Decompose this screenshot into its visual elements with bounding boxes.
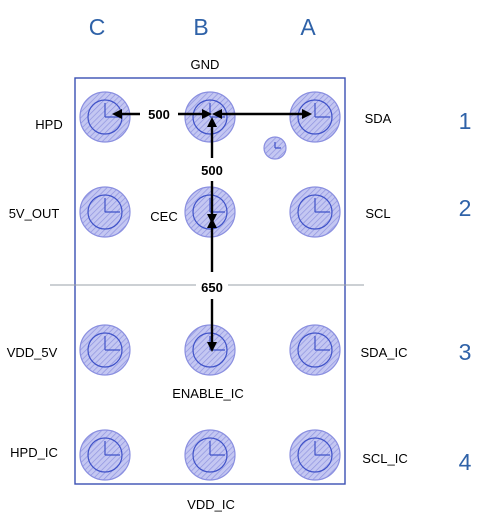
solder-ball-mark-a2 [314, 198, 330, 213]
solder-ball-pad-c2 [87, 194, 123, 230]
solder-ball-pad-a3 [297, 332, 333, 368]
dim-label-vertical: 500 [201, 163, 223, 178]
dimension-arrows [112, 109, 312, 352]
pin-label-hpd-ic: HPD_IC [10, 445, 58, 460]
solder-ball-pad-a4 [297, 437, 333, 473]
column-label-a: A [300, 14, 316, 40]
solder-ball-pad-a2 [297, 194, 333, 230]
solder-ball-mark-c1 [104, 103, 120, 118]
solder-ball-pad-b1 [192, 99, 228, 135]
solder-ball-pad-c3 [87, 332, 123, 368]
pin-label-enable-ic: ENABLE_IC [172, 386, 244, 401]
solder-ball-mark-c2 [104, 198, 120, 213]
arrowhead-b2-up [207, 218, 217, 228]
arrowhead-a1 [302, 109, 312, 119]
dim-label-horizontal: 500 [148, 107, 170, 122]
pin-label-scl-ic: SCL_IC [362, 451, 408, 466]
solder-ball-pad-b4 [192, 437, 228, 473]
dim-label-bg-gap [196, 278, 228, 296]
solder-balls [79, 91, 341, 481]
pin-label-vdd-5v: VDD_5V [7, 345, 58, 360]
row-label-3: 3 [459, 339, 472, 365]
column-label-c: C [89, 14, 106, 40]
pin-label-sda-ic: SDA_IC [361, 345, 408, 360]
pin-label-cec: CEC [150, 209, 177, 224]
solder-ball-mark-c4 [104, 441, 120, 456]
solder-ball-mark-a3 [314, 336, 330, 351]
arrowhead-right [202, 109, 212, 119]
pin-label-5v-out: 5V_OUT [9, 206, 60, 221]
arrowhead-b1-left [212, 109, 222, 119]
package-outline [74, 77, 346, 485]
pin-label-gnd: GND [191, 57, 220, 72]
solder-ball-mark-a1 [314, 103, 330, 118]
pin-label-vdd-ic: VDD_IC [187, 497, 235, 512]
dim-label-bg-h [143, 105, 175, 123]
small-circle-icon-tick [274, 142, 281, 149]
pin-label-hpd: HPD [35, 117, 62, 132]
pin-label-sda: SDA [365, 111, 392, 126]
solder-ball-pad-b2 [192, 194, 228, 230]
dim-label-center-gap: 650 [201, 280, 223, 295]
row-label-2: 2 [459, 195, 472, 221]
row-label-1: 1 [459, 108, 472, 134]
arrowhead-b1-up [207, 117, 217, 127]
dim-label-bg-v [196, 161, 228, 179]
pin-label-scl: SCL [365, 206, 390, 221]
solder-ball-pad-c4 [87, 437, 123, 473]
solder-ball-pad-b3 [192, 332, 228, 368]
arrowhead-b3-down [207, 342, 217, 352]
arrowhead-left [112, 109, 122, 119]
solder-ball-mark-a4 [314, 441, 330, 456]
solder-ball-mark-c3 [104, 336, 120, 351]
row-label-4: 4 [459, 449, 472, 475]
column-label-b: B [193, 14, 208, 40]
solder-ball-mark-b4 [209, 441, 225, 456]
solder-ball-pad-a1 [297, 99, 333, 135]
